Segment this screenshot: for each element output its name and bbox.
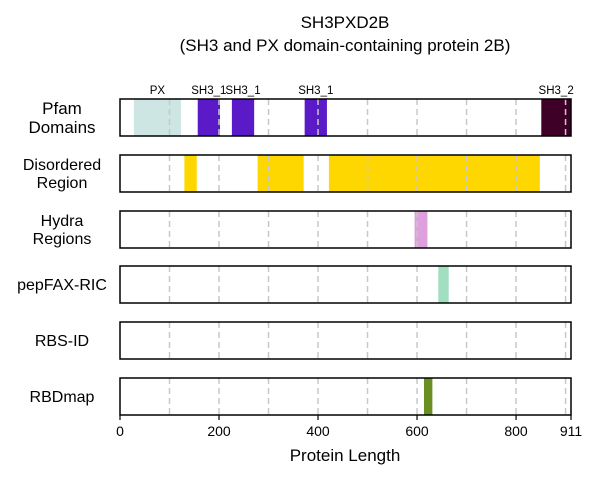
x-tick-label: 400: [306, 423, 330, 439]
feature-bar: [541, 99, 571, 136]
track-label: Pfam Domains: [28, 99, 95, 137]
feature-bar: [257, 155, 304, 192]
track-frame: [119, 98, 572, 137]
track-label: Disordered Region: [23, 157, 101, 192]
x-tick-label: 600: [405, 423, 429, 439]
feature-bar: [304, 99, 327, 136]
domain-label: SH3_1: [298, 85, 333, 97]
feature-bar: [414, 211, 428, 248]
track-2: Hydra Regions: [33, 210, 572, 249]
feature-bar: [438, 266, 449, 303]
x-axis-label: Protein Length: [290, 446, 401, 465]
domain-label: SH3_1: [225, 85, 260, 97]
domain-label: PX: [150, 85, 166, 97]
feature-bar: [423, 378, 433, 415]
feature-bar: [184, 155, 197, 192]
chart-title: SH3PXD2B: [301, 13, 390, 32]
track-5: RBDmap: [30, 377, 572, 416]
track-frame: [119, 377, 572, 416]
track-frame: [119, 321, 572, 360]
track-label: RBS-ID: [35, 333, 89, 350]
feature-bar: [328, 155, 540, 192]
domain-label: SH3_1: [191, 85, 226, 97]
x-tick-label: 200: [207, 423, 231, 439]
track-label: pepFAX-RIC: [17, 277, 107, 294]
x-axis: 0 200 400 600 800 911: [116, 415, 582, 439]
track-frame: [119, 154, 572, 193]
chart-subtitle: (SH3 and PX domain-containing protein 2B…: [180, 36, 511, 55]
x-tick-label: 0: [116, 423, 124, 439]
feature-bar: [231, 99, 255, 136]
track-3: pepFAX-RIC: [17, 265, 572, 304]
track-label: Hydra Regions: [33, 213, 92, 248]
x-tick-label: 800: [504, 423, 528, 439]
track-4: RBS-ID: [35, 321, 572, 360]
feature-bar: [197, 99, 221, 136]
track-frame: [119, 265, 572, 304]
domain-label: SH3_2: [539, 85, 574, 97]
track-frame: [119, 210, 572, 249]
x-tick-label: 911: [560, 423, 583, 439]
feature-bar: [133, 99, 181, 136]
track-label: RBDmap: [30, 389, 95, 406]
track-1: Disordered Region: [23, 154, 572, 193]
